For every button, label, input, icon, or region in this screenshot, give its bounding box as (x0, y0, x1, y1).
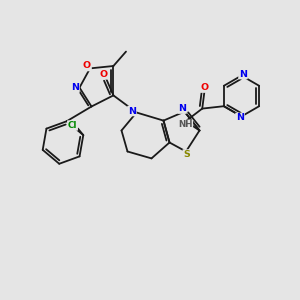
Text: S: S (183, 150, 190, 159)
Text: N: N (128, 106, 136, 116)
Text: N: N (239, 70, 247, 79)
Text: O: O (99, 70, 107, 79)
Text: O: O (201, 83, 209, 92)
Text: N: N (236, 113, 244, 122)
Text: O: O (83, 61, 91, 70)
Text: N: N (71, 83, 79, 92)
Text: NH: NH (178, 120, 192, 129)
Text: Cl: Cl (68, 121, 77, 130)
Text: N: N (178, 104, 186, 113)
